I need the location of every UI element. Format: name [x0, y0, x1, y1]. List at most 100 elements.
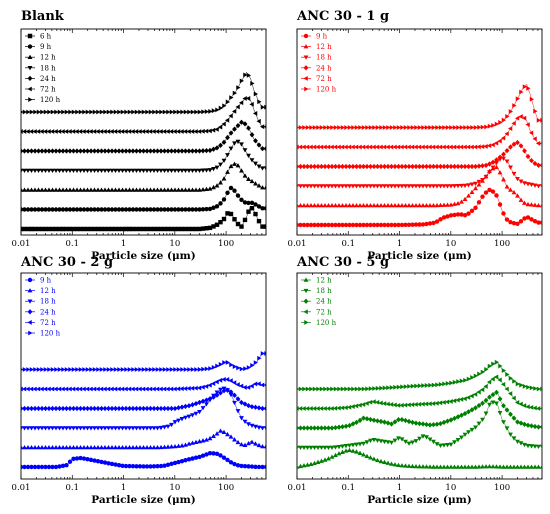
data-point: [74, 426, 80, 431]
data-point: [361, 441, 366, 447]
data-point: [316, 125, 321, 130]
data-point: [504, 464, 510, 469]
plot-frame: [296, 28, 543, 236]
data-point: [305, 222, 310, 228]
series-line: [21, 163, 263, 191]
data-point: [253, 441, 258, 446]
data-point: [228, 211, 234, 217]
data-point: [85, 457, 90, 462]
data-point: [39, 187, 45, 192]
data-point: [336, 202, 342, 208]
data-point: [242, 217, 248, 223]
data-point: [190, 413, 195, 418]
data-point: [410, 202, 415, 208]
data-point: [197, 148, 202, 154]
data-point: [298, 463, 303, 469]
data-point: [74, 168, 80, 174]
data-point: [95, 168, 101, 174]
data-point: [113, 462, 118, 467]
data-point: [190, 148, 195, 154]
data-point: [176, 367, 182, 372]
data-point: [134, 148, 139, 154]
data-point: [264, 351, 266, 356]
data-point: [197, 454, 202, 460]
data-point: [172, 420, 178, 425]
data-point: [85, 226, 90, 232]
data-point: [532, 405, 537, 411]
data-point: [389, 163, 394, 170]
data-point: [193, 439, 199, 444]
data-point: [92, 148, 97, 154]
data-point: [428, 382, 433, 388]
data-point: [374, 399, 380, 405]
data-point: [371, 184, 377, 189]
legend-label: 9 h: [40, 277, 52, 285]
legend-label: 12 h: [316, 277, 332, 285]
data-point: [96, 367, 101, 372]
data-point: [134, 444, 139, 450]
data-point: [21, 426, 24, 431]
data-point: [61, 109, 66, 115]
data-point: [88, 457, 94, 463]
data-point: [32, 226, 38, 232]
data-point: [145, 109, 150, 115]
data-point: [207, 168, 213, 173]
data-point: [193, 129, 198, 134]
data-point: [98, 386, 104, 392]
data-point: [532, 423, 538, 430]
data-point: [434, 184, 440, 189]
data-point: [137, 187, 143, 192]
data-point: [382, 459, 387, 465]
data-point: [242, 148, 248, 153]
data-point: [138, 367, 143, 372]
data-point: [82, 109, 87, 115]
data-point: [406, 163, 412, 170]
data-point: [535, 140, 541, 146]
data-point: [239, 399, 244, 406]
data-point: [329, 202, 335, 208]
data-point: [452, 184, 457, 189]
data-point: [22, 168, 27, 174]
data-point: [312, 445, 317, 451]
data-point: [301, 425, 307, 431]
data-point: [57, 444, 62, 450]
data-point: [28, 129, 34, 134]
data-point: [217, 377, 223, 383]
legend-marker: [28, 97, 33, 103]
data-point: [123, 129, 128, 134]
data-point: [193, 187, 199, 192]
data-point: [21, 386, 27, 392]
data-point: [308, 184, 314, 189]
x-tick-label: 0.01: [12, 239, 31, 249]
data-point: [343, 202, 349, 208]
data-point: [508, 375, 514, 381]
data-point: [60, 226, 66, 232]
data-point: [386, 385, 391, 391]
data-point: [445, 443, 450, 448]
data-point: [441, 163, 447, 170]
data-point: [221, 455, 227, 460]
data-point: [53, 226, 59, 232]
data-point: [123, 168, 129, 174]
data-point: [424, 421, 429, 428]
data-point: [235, 221, 241, 227]
data-point: [298, 202, 303, 208]
data-point: [308, 406, 313, 411]
data-point: [200, 187, 206, 192]
data-point: [257, 99, 262, 105]
data-point: [197, 367, 203, 372]
data-point: [197, 109, 203, 115]
x-tick-label: 100: [218, 239, 234, 249]
data-point: [522, 148, 527, 154]
data-point: [493, 140, 499, 146]
data-point: [434, 202, 440, 208]
data-point: [60, 426, 66, 431]
data-point: [448, 464, 454, 469]
data-point: [525, 153, 531, 160]
data-point: [155, 187, 160, 192]
data-point: [413, 184, 419, 189]
data-point: [106, 148, 111, 154]
data-point: [64, 207, 69, 212]
data-point: [445, 125, 451, 130]
data-point: [336, 451, 342, 456]
